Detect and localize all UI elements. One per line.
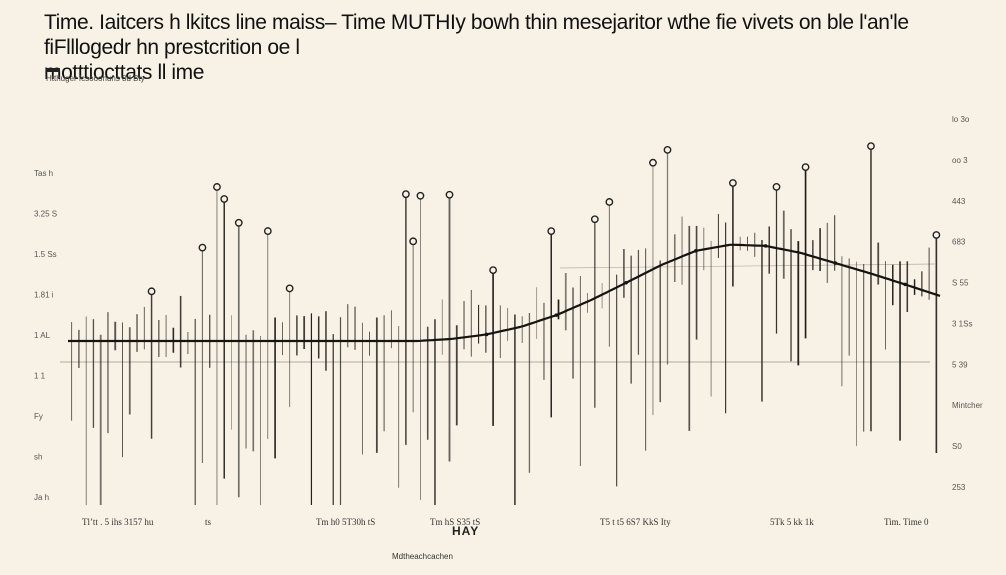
stem-marker (489, 266, 497, 275)
right-tick-labels: lo 3o oo 3 443 683 S 55 3 1Ss 5 39 Mintcher S0 25… (952, 115, 983, 492)
x-axis-label: HAY (452, 524, 480, 538)
stem-marker (285, 284, 294, 293)
stem-marker (234, 218, 243, 227)
x-tick-label: Tm h0 5T30h tS (316, 517, 375, 527)
x-tick-labels: Tl’tt . 5 ihs 3157 hu ts Tm h0 5T30h tS Tm … (82, 517, 929, 527)
stem-marker (401, 190, 410, 199)
chart-subtitle: Htthuger fcsooohuns 3d Bty (46, 74, 145, 83)
stem-marker (147, 287, 156, 296)
stem-marker (590, 215, 599, 224)
stem-marker (409, 237, 418, 246)
stem-marker (213, 183, 221, 191)
series-point (624, 280, 628, 285)
series-point (833, 261, 838, 265)
tick-label: Tas h (34, 169, 53, 178)
series-point (554, 313, 559, 317)
stem-marker (867, 142, 875, 151)
stem-marker (801, 163, 810, 172)
tick-label: 443 (952, 197, 966, 206)
stem-marker (445, 190, 454, 199)
tick-label: lo 3o (952, 115, 970, 124)
stem-marker (663, 145, 672, 154)
x-tick-label: Tl’tt . 5 ihs 3157 hu (82, 517, 154, 527)
tick-label: 1 AL (34, 331, 51, 340)
stem-group (71, 142, 941, 505)
x-tick-label: 5Tk 5 kk 1k (770, 517, 814, 527)
tick-label: Mintcher (952, 401, 983, 410)
x-tick-label: Tim. Time 0 (884, 517, 929, 527)
series-line (68, 243, 941, 343)
tick-label: 5 39 (952, 360, 968, 369)
tick-label: 1 1 (34, 372, 46, 381)
left-tick-labels: Tas h 3.25 S 1.5 Ss 1.81 i 1 AL 1 1 Fy sh Ja h (34, 169, 57, 502)
series-point (763, 244, 768, 248)
stem-marker (416, 191, 425, 200)
chart-title: Time. Iaitcers h lkitcs line maiss– Time… (44, 11, 909, 84)
stem-marker (649, 158, 657, 167)
x-tick-label: T5 t t5 6S7 KkS Ity (600, 517, 671, 527)
x-tick-label: Tm hS S35 tS (430, 517, 480, 527)
x-tick-label: ts (205, 517, 212, 527)
tick-label: 253 (952, 483, 966, 492)
stem-marker (605, 198, 614, 206)
series-point (694, 249, 698, 253)
tick-label: Fy (34, 412, 43, 421)
tick-label: sh (34, 453, 42, 462)
tick-label: oo 3 (952, 156, 968, 165)
stem-marker (729, 179, 737, 187)
tick-label: 3 1Ss (952, 319, 972, 328)
reference-line-upper (559, 263, 936, 269)
reference-lines (60, 263, 936, 363)
stem-marker (220, 195, 229, 203)
stem-marker (263, 227, 272, 235)
tick-label: Ja h (34, 493, 49, 502)
series-point (484, 332, 489, 337)
stem-marker (772, 182, 781, 191)
stem-marker (932, 231, 941, 239)
footer-note: Mdtheachcachen (392, 552, 453, 561)
tick-label: 683 (952, 238, 966, 247)
tick-label: 1.81 i (34, 291, 54, 300)
series-line-group (68, 243, 941, 343)
tick-label: 3.25 S (34, 210, 57, 219)
tick-label: 1.5 Ss (34, 250, 57, 259)
stem-marker (198, 243, 207, 252)
stem-marker (547, 227, 556, 236)
tick-label: S0 (952, 442, 962, 451)
series-point (903, 282, 907, 287)
tick-label: S 55 (952, 279, 969, 288)
legend-swatch (46, 68, 60, 72)
